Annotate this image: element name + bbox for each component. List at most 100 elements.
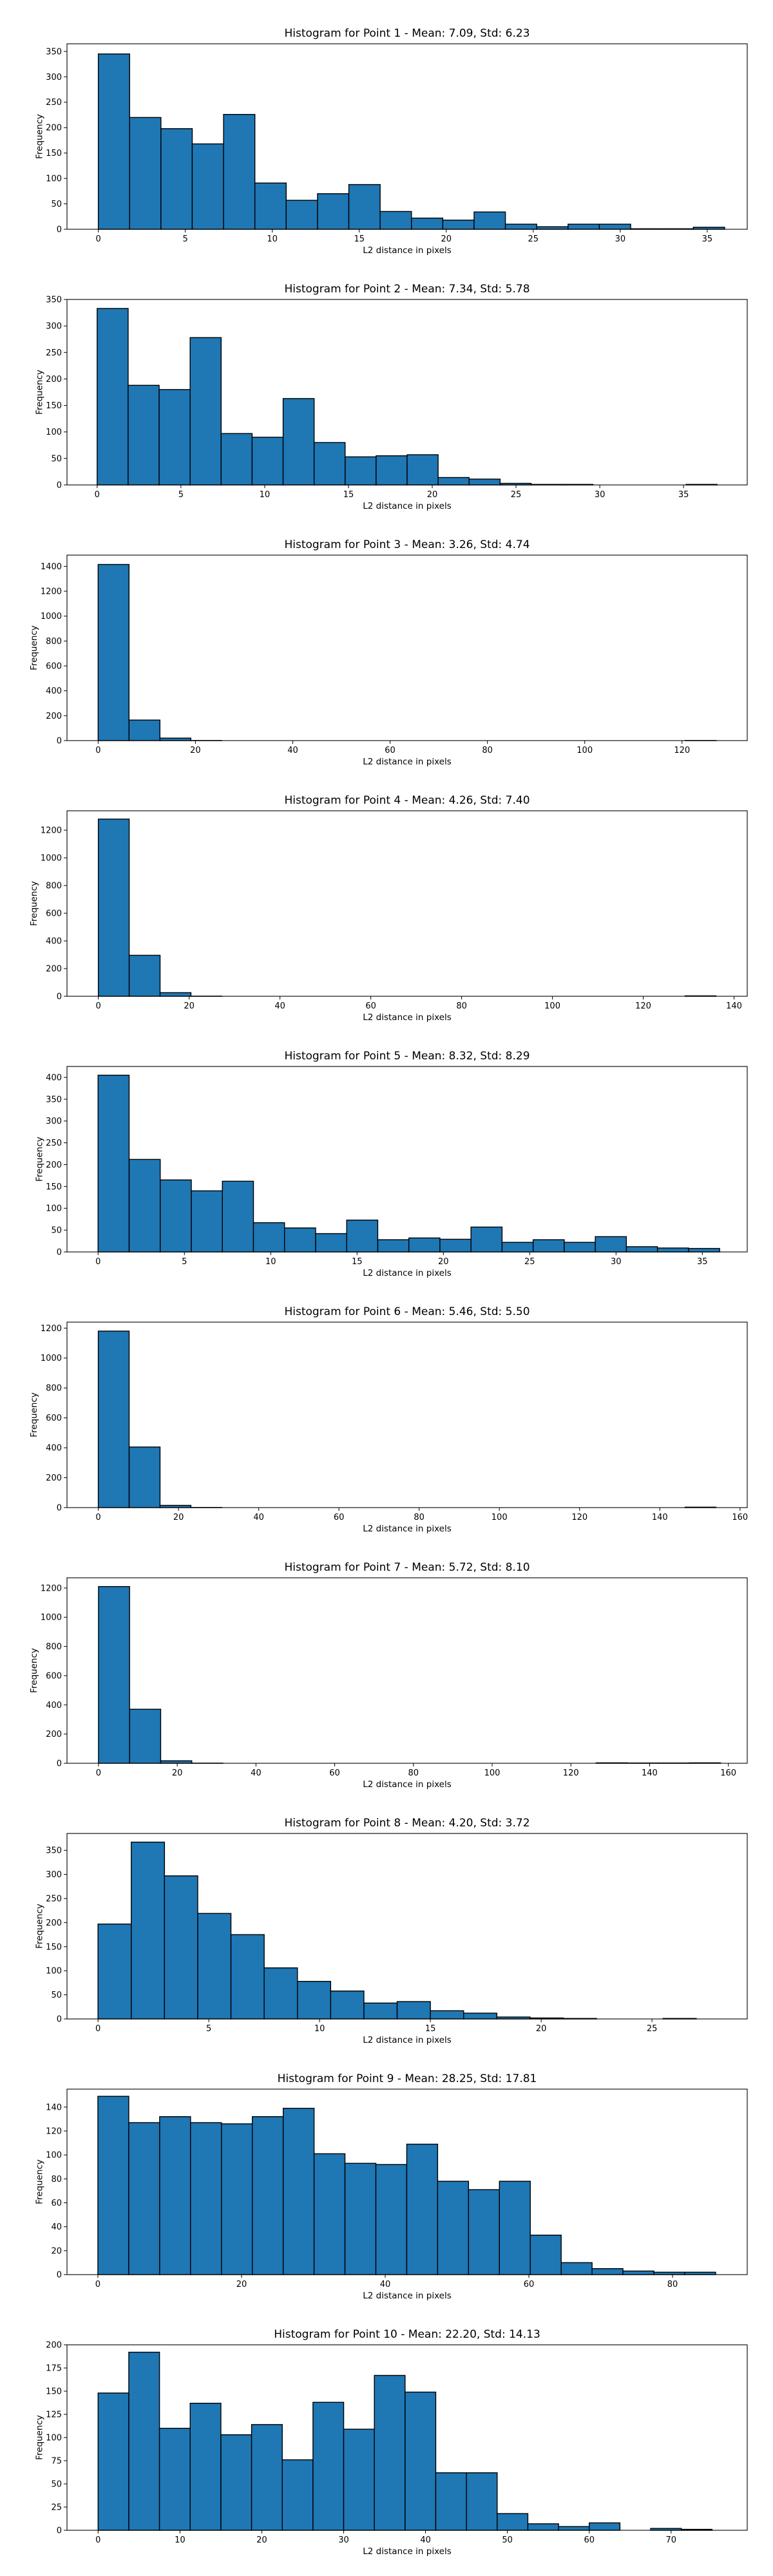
- y-tick-label: 40: [51, 2222, 62, 2232]
- x-tick-label: 80: [456, 1001, 467, 1011]
- y-tick-label: 0: [57, 1759, 62, 1769]
- histogram-bar: [473, 211, 506, 230]
- y-axis-label: Frequency: [34, 1904, 44, 1949]
- y-tick-label: 200: [46, 1473, 62, 1483]
- x-tick-label: 160: [732, 1513, 748, 1522]
- y-tick-label: 50: [51, 1226, 62, 1236]
- histogram-bar: [346, 1219, 379, 1253]
- y-tick-label: 200: [46, 375, 62, 384]
- histogram-bar: [527, 2523, 559, 2531]
- x-tick-label: 0: [95, 1513, 100, 1522]
- y-tick-label: 60: [51, 2199, 62, 2208]
- histogram-bar: [282, 2108, 315, 2275]
- x-tick-label: 15: [354, 234, 365, 244]
- histogram-bar: [128, 2122, 160, 2275]
- histogram-bar: [376, 455, 408, 486]
- y-axis-label: Frequency: [34, 2159, 44, 2204]
- histogram-bar: [688, 1247, 720, 1253]
- histogram-bar: [317, 193, 350, 230]
- x-tick-label: 50: [502, 2535, 513, 2545]
- y-tick-label: 120: [46, 2127, 62, 2137]
- y-tick-label: 1400: [41, 562, 62, 572]
- y-tick-label: 150: [46, 1182, 62, 1192]
- y-tick-label: 200: [46, 965, 62, 974]
- y-tick-label: 800: [46, 1384, 62, 1394]
- y-axis-label: Frequency: [34, 1137, 44, 1182]
- x-tick-label: 60: [385, 746, 396, 755]
- y-tick-label: 100: [46, 2434, 62, 2443]
- x-tick-label: 60: [524, 2280, 535, 2289]
- x-tick-label: 20: [427, 490, 438, 500]
- x-tick-label: 5: [206, 2024, 211, 2034]
- plot-frame: [66, 1321, 748, 1508]
- y-tick-label: 1000: [41, 1613, 62, 1623]
- histogram-bar: [128, 954, 161, 997]
- plot-frame: [66, 2088, 748, 2275]
- x-tick-label: 0: [95, 1257, 100, 1267]
- histogram-bar: [220, 433, 253, 486]
- y-tick-label: 250: [46, 1894, 62, 1904]
- histogram-panel-3: Histogram for Point 3 - Mean: 3.26, Std:…: [29, 538, 748, 767]
- x-tick-label: 40: [253, 1513, 264, 1522]
- histogram-bar: [589, 2522, 621, 2531]
- x-tick-label: 30: [611, 1257, 622, 1267]
- histogram-bar: [504, 223, 537, 230]
- x-tick-label: 25: [528, 234, 539, 244]
- histogram-bar: [128, 2351, 160, 2531]
- x-axis-label: L2 distance in pixels: [363, 1779, 451, 1790]
- x-axis-label: L2 distance in pixels: [363, 757, 451, 767]
- histogram-bar: [220, 2434, 253, 2531]
- plot-frame: [66, 1577, 748, 1764]
- histogram-bar: [653, 2271, 685, 2275]
- histogram-bar: [560, 2262, 593, 2275]
- histogram-bar: [348, 184, 381, 230]
- x-tick-label: 60: [584, 2535, 595, 2545]
- x-tick-label: 30: [595, 490, 606, 500]
- x-tick-label: 15: [425, 2024, 436, 2034]
- y-axis-label: Frequency: [29, 1392, 39, 1437]
- y-tick-label: 250: [46, 348, 62, 358]
- histogram-bar: [189, 337, 222, 486]
- histogram-panel-7: Histogram for Point 7 - Mean: 5.72, Std:…: [29, 1561, 748, 1790]
- y-tick-label: 0: [57, 2526, 62, 2536]
- histogram-bar: [468, 2189, 500, 2275]
- histogram-bar: [97, 819, 130, 997]
- y-tick-label: 140: [46, 2103, 62, 2112]
- x-tick-label: 80: [482, 746, 493, 755]
- y-axis-label: Frequency: [29, 625, 39, 670]
- x-tick-label: 80: [667, 2280, 678, 2289]
- x-tick-label: 10: [265, 1257, 276, 1267]
- chart-title: Histogram for Point 6 - Mean: 5.46, Std:…: [284, 1305, 530, 1318]
- histogram-bar: [470, 1226, 503, 1253]
- histogram-bar: [622, 2270, 654, 2275]
- histogram-bar: [251, 437, 284, 486]
- histogram-bar: [98, 1586, 130, 1764]
- histogram-bar: [97, 53, 130, 230]
- histogram-bar: [406, 454, 439, 486]
- histogram-bar: [315, 1233, 347, 1253]
- histogram-panel-2: Histogram for Point 2 - Mean: 7.34, Std:…: [34, 283, 748, 511]
- x-tick-label: 60: [334, 1513, 345, 1522]
- histogram-bar: [129, 117, 162, 230]
- y-tick-label: 350: [46, 47, 62, 57]
- x-tick-label: 80: [408, 1768, 419, 1778]
- histogram-panel-1: Histogram for Point 1 - Mean: 7.09, Std:…: [34, 27, 748, 256]
- x-tick-label: 100: [484, 1768, 501, 1778]
- histogram-bar: [189, 2403, 222, 2531]
- y-tick-label: 80: [51, 2175, 62, 2184]
- y-tick-label: 150: [46, 149, 62, 158]
- histogram-bar: [158, 2427, 191, 2531]
- x-tick-label: 25: [524, 1257, 535, 1267]
- x-tick-label: 60: [365, 1001, 376, 1011]
- x-tick-label: 40: [420, 2535, 431, 2545]
- histogram-panel-6: Histogram for Point 6 - Mean: 5.46, Std:…: [29, 1305, 748, 1534]
- x-tick-label: 20: [173, 1513, 184, 1522]
- x-axis-label: L2 distance in pixels: [363, 2035, 451, 2045]
- x-tick-label: 10: [175, 2535, 186, 2545]
- y-tick-label: 1200: [41, 1584, 62, 1593]
- x-tick-label: 100: [577, 746, 593, 755]
- y-tick-label: 400: [46, 1073, 62, 1083]
- histogram-bar: [497, 2513, 529, 2531]
- y-tick-label: 0: [57, 225, 62, 235]
- x-tick-label: 100: [491, 1513, 508, 1522]
